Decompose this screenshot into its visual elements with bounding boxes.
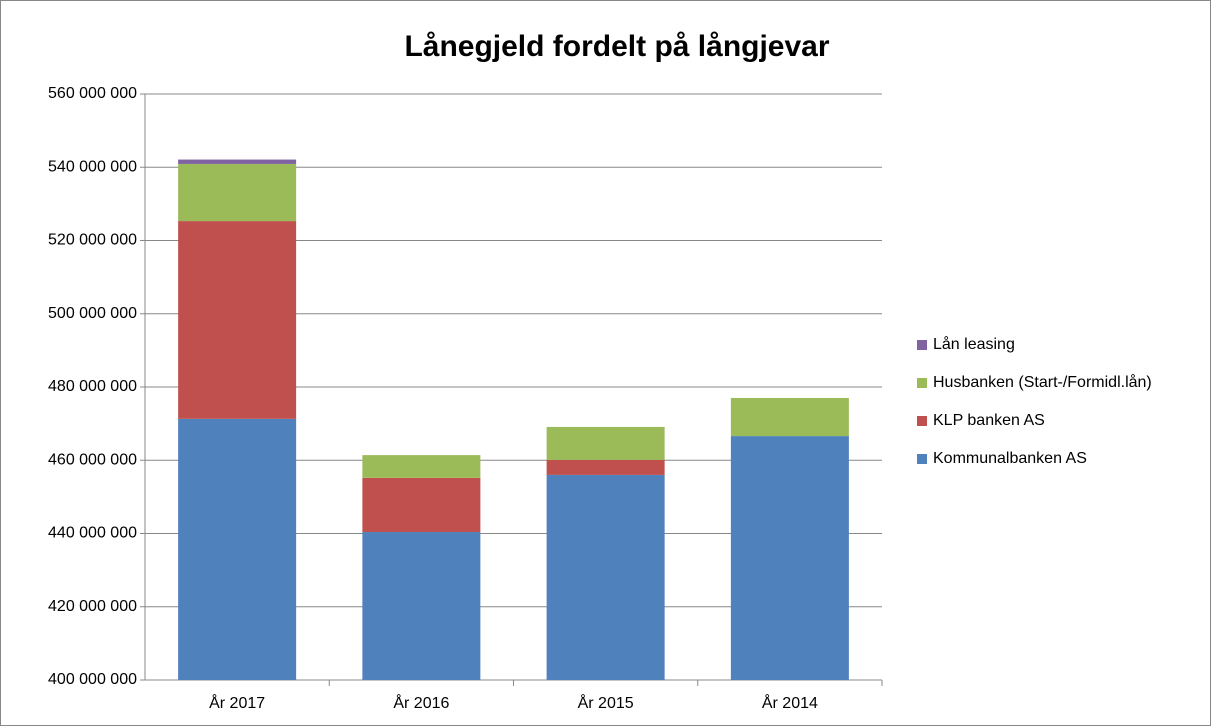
y-tick-label: 540 000 000 xyxy=(48,158,137,175)
bar-segment xyxy=(546,474,665,680)
x-tick-label: År 2017 xyxy=(209,693,265,712)
y-tick-label: 440 000 000 xyxy=(48,525,137,542)
bar-segment xyxy=(178,159,297,164)
bar-segment xyxy=(730,397,849,437)
bar-segment xyxy=(178,418,297,680)
bar-segment xyxy=(178,163,297,222)
legend-label: Lån leasing xyxy=(933,335,1015,353)
legend-swatch xyxy=(917,340,927,350)
legend-label: Kommunalbanken AS xyxy=(933,450,1087,467)
x-tick-label: År 2016 xyxy=(393,693,449,712)
bar-segment xyxy=(546,459,665,475)
y-tick-label: 400 000 000 xyxy=(48,671,137,688)
legend-label: Husbanken (Start-/Formidl.lån) xyxy=(933,373,1152,391)
bar-segment xyxy=(362,455,481,478)
y-tick-label: 500 000 000 xyxy=(48,305,137,322)
y-tick-label: 560 000 000 xyxy=(48,85,137,102)
bar-segment xyxy=(730,436,849,680)
y-tick-label: 420 000 000 xyxy=(48,598,137,615)
x-tick-label: År 2015 xyxy=(578,693,634,712)
legend-swatch xyxy=(917,454,927,464)
bar-segment xyxy=(178,221,297,419)
legend-swatch xyxy=(917,378,927,388)
legend-swatch xyxy=(917,416,927,426)
bar-segment xyxy=(362,477,481,533)
x-tick-label: År 2014 xyxy=(762,693,818,712)
y-tick-label: 460 000 000 xyxy=(48,451,137,468)
legend-label: KLP banken AS xyxy=(933,412,1045,429)
bar-segment xyxy=(362,532,481,680)
chart-title: Lånegjeld fordelt på långjevar xyxy=(404,30,829,63)
y-tick-label: 480 000 000 xyxy=(48,378,137,395)
y-tick-label: 520 000 000 xyxy=(48,232,137,249)
bar-segment xyxy=(546,426,665,460)
